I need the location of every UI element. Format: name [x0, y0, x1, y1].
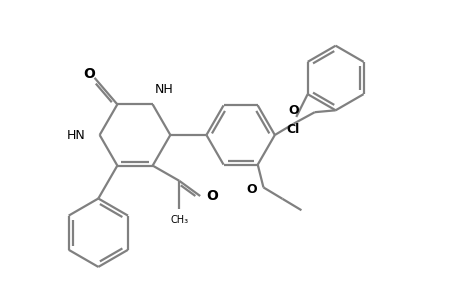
Text: CH₃: CH₃ — [170, 215, 188, 225]
Text: Cl: Cl — [286, 123, 299, 136]
Text: O: O — [206, 189, 218, 203]
Text: O: O — [84, 67, 95, 81]
Text: O: O — [288, 103, 298, 117]
Text: NH: NH — [154, 83, 173, 96]
Text: O: O — [246, 183, 257, 196]
Text: HN: HN — [67, 128, 85, 142]
